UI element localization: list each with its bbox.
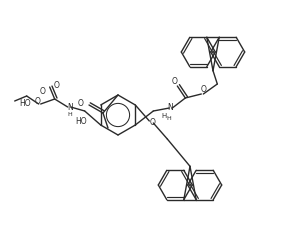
Text: O: O bbox=[171, 76, 177, 85]
Text: H: H bbox=[166, 115, 171, 120]
Text: O: O bbox=[35, 98, 41, 106]
Text: O: O bbox=[54, 80, 60, 89]
Text: O: O bbox=[78, 99, 84, 109]
Text: O: O bbox=[201, 85, 206, 94]
Text: H: H bbox=[162, 113, 167, 119]
Text: N: N bbox=[168, 104, 173, 113]
Text: O: O bbox=[40, 88, 46, 96]
Text: HO: HO bbox=[75, 116, 87, 125]
Text: O: O bbox=[149, 119, 155, 128]
Text: N: N bbox=[67, 103, 72, 111]
Text: H: H bbox=[67, 113, 72, 118]
Text: HO: HO bbox=[19, 99, 30, 109]
